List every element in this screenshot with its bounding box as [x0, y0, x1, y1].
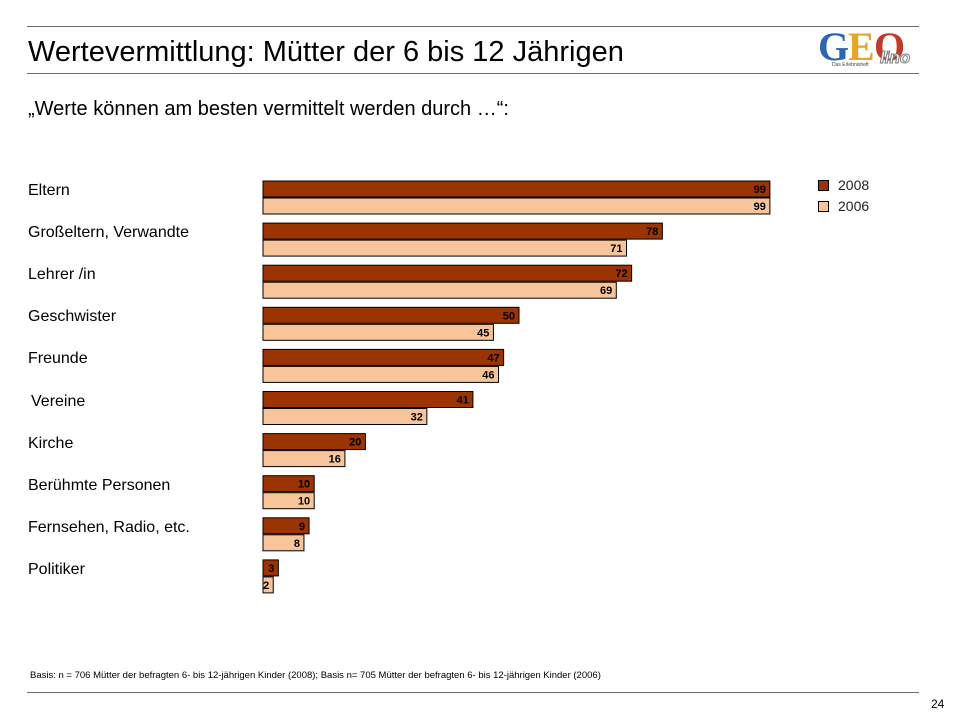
- bar-2008: [262, 391, 474, 408]
- chart-subtitle: „Werte können am besten vermittelt werde…: [28, 98, 509, 120]
- bottom-rule: [27, 692, 919, 693]
- category-label: Berühmte Personen: [28, 476, 171, 494]
- legend-swatch-2006: [818, 201, 829, 212]
- bar-2006: [262, 239, 628, 257]
- bar-2008: [262, 348, 505, 366]
- data-label-2008: 72: [615, 268, 627, 280]
- data-label-2006: 69: [600, 285, 612, 297]
- page-title: Wertevermittlung: Mütter der 6 bis 12 Jä…: [28, 36, 624, 68]
- page-number: 24: [931, 697, 945, 711]
- logo-letter-o: O: [874, 24, 906, 69]
- bar-2006: [262, 450, 346, 468]
- bar-2006: [262, 492, 315, 510]
- category-label: Lehrer /in: [28, 266, 96, 284]
- legend-swatch-2008: [818, 180, 829, 191]
- bar-2006: [262, 323, 494, 341]
- data-label-2008: 10: [298, 479, 310, 491]
- category-label: Politiker: [28, 560, 85, 578]
- bar-2008: [262, 180, 771, 198]
- data-label-2006: 46: [482, 369, 494, 381]
- bar-2006: [262, 281, 617, 299]
- bar-2008: [262, 264, 633, 282]
- logo-suffix: lino: [879, 48, 911, 67]
- data-label-2006: 32: [411, 412, 423, 424]
- data-label-2008: 99: [754, 184, 766, 196]
- data-label-2006: 99: [754, 201, 766, 213]
- legend-label-2008: 2008: [838, 177, 870, 193]
- data-label-2006: 71: [610, 243, 622, 255]
- footnote: Basis: n = 706 Mütter der befragten 6- b…: [30, 670, 601, 681]
- bar-2008: [262, 517, 310, 535]
- top-rule: [27, 26, 919, 27]
- logo-letter-g: G: [818, 24, 850, 69]
- category-label: Kirche: [28, 434, 74, 452]
- legend-label-2006: 2006: [838, 198, 870, 214]
- category-label: Vereine: [31, 392, 86, 410]
- category-label: Geschwister: [28, 308, 117, 326]
- data-label-2006: 2: [263, 580, 269, 592]
- data-label-2006: 16: [329, 454, 341, 466]
- data-label-2008: 20: [349, 437, 361, 449]
- data-label-2006: 10: [298, 496, 310, 508]
- logo-letter-e: E: [848, 24, 875, 69]
- bar-2006: [262, 365, 500, 383]
- data-label-2008: 78: [646, 226, 658, 238]
- data-label-2008: 50: [503, 310, 515, 322]
- data-label-2008: 41: [457, 395, 469, 407]
- bar-2006: [262, 534, 305, 552]
- data-label-2008: 3: [268, 563, 274, 575]
- data-label-2008: 9: [299, 521, 305, 533]
- bar-2008: [262, 306, 520, 324]
- data-label-2006: 45: [477, 327, 489, 339]
- bar-2006: [262, 576, 274, 594]
- bar-2006: [262, 408, 428, 425]
- category-label: Großeltern, Verwandte: [28, 224, 189, 242]
- bar-2008: [262, 559, 279, 577]
- category-label: Freunde: [28, 350, 88, 368]
- category-label: Fernsehen, Radio, etc.: [28, 518, 190, 536]
- category-label: Eltern: [28, 182, 70, 199]
- data-label-2006: 8: [294, 538, 300, 550]
- bar-2008: [262, 433, 366, 451]
- data-label-2008: 47: [487, 352, 499, 364]
- title-rule: [27, 73, 919, 74]
- bar-2006: [262, 197, 771, 215]
- geolino-logo: G E O lino Das Erlebnisheft: [818, 26, 920, 72]
- bar-2008: [262, 222, 663, 240]
- logo-tagline: Das Erlebnisheft: [832, 62, 869, 68]
- bar-2008: [262, 475, 315, 493]
